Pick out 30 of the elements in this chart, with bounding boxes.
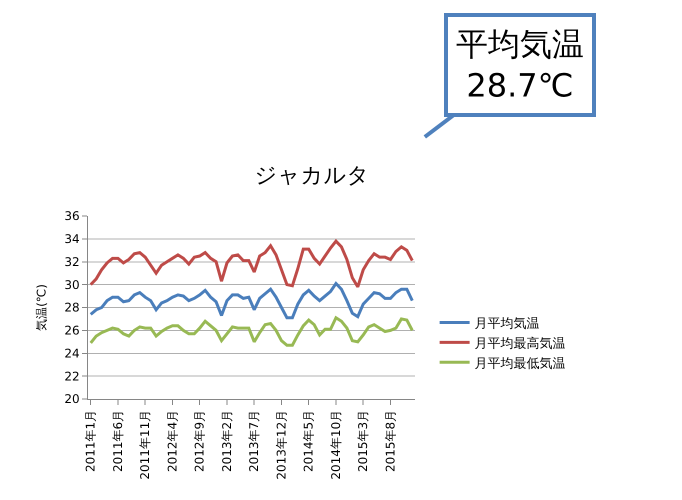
line-series	[89, 316, 414, 347]
legend-label: 月平均最高気温	[474, 335, 566, 352]
x-tick-label: 2014年10月	[328, 410, 343, 480]
x-tick-label: 2015年3月	[356, 410, 370, 472]
legend-label: 月平均最低気温	[474, 356, 566, 372]
y-tick-label: 36	[64, 209, 80, 224]
x-tick-label: 2012年9月	[192, 410, 207, 472]
x-tick-label: 2014年5月	[302, 410, 316, 472]
y-tick-label: 26	[64, 324, 80, 338]
line-series	[89, 282, 414, 320]
chart-title: ジャカルタ	[254, 164, 370, 189]
x-tick-label: 2013年7月	[247, 410, 262, 472]
line-series	[89, 240, 414, 288]
y-tick-label: 30	[64, 278, 80, 292]
x-tick-label: 2011年6月	[110, 410, 125, 472]
x-tick-label: 2015年8月	[383, 410, 398, 472]
legend-label: 月平均気温	[474, 316, 540, 332]
y-tick-label: 34	[64, 232, 80, 246]
x-tick-label: 2013年12月	[274, 410, 288, 480]
y-axis-title: 気温(℃)	[34, 284, 49, 331]
y-tick-label: 28	[64, 300, 80, 315]
x-tick-label: 2013年2月	[220, 410, 234, 472]
y-tick-label: 22	[64, 369, 80, 384]
y-tick-label: 32	[64, 254, 80, 269]
text: 平均気温 28.7℃	[456, 25, 584, 105]
x-tick-label: 2011年11月	[138, 410, 152, 480]
x-tick-label: 2012年4月	[165, 410, 180, 472]
y-tick-label: 20	[64, 392, 80, 406]
x-tick-label: 2011年1月	[84, 410, 98, 472]
y-tick-label: 24	[64, 346, 80, 360]
